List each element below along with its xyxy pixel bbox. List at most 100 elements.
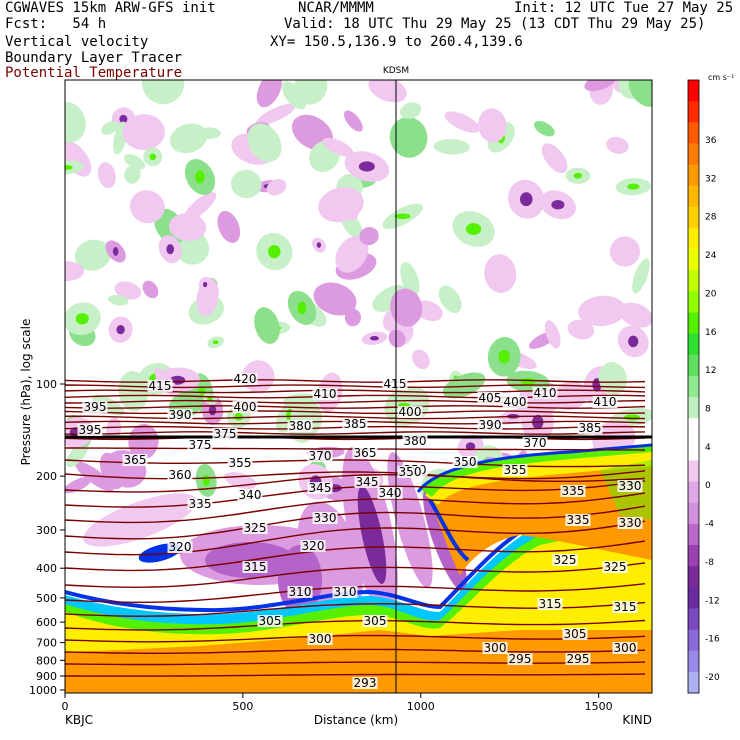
- theta-contour: [65, 520, 646, 556]
- theta-contour: [65, 540, 646, 572]
- theta-contour: [65, 505, 646, 540]
- y-tick-label: 600: [36, 616, 57, 629]
- theta-label-bg: [187, 498, 213, 510]
- speckle-core: [628, 335, 639, 348]
- speckle-core: [207, 397, 213, 401]
- y-tick-label: 500: [36, 592, 57, 605]
- colorbar-swatch: [688, 629, 699, 652]
- speckle-cell: [281, 81, 307, 110]
- y-tick-label: 300: [36, 524, 57, 537]
- theta-label: 400: [234, 400, 257, 414]
- theta-label: 400: [504, 395, 527, 409]
- theta-contour: [65, 410, 646, 415]
- speckle-core: [551, 200, 565, 210]
- theta-label: 325: [604, 560, 627, 574]
- theta-label: 325: [244, 521, 267, 535]
- theta-label: 300: [309, 632, 332, 646]
- speckle-core: [149, 153, 157, 161]
- theta-label: 340: [379, 486, 402, 500]
- theta-label: 375: [214, 427, 237, 441]
- theta-contour: [65, 431, 646, 435]
- y-tick-label: 1000: [29, 684, 57, 697]
- speckle-core: [316, 242, 322, 248]
- colorbar-swatch: [688, 502, 699, 525]
- theta-label-bg: [507, 653, 533, 665]
- speckle-cell: [388, 329, 406, 348]
- colorbar-label: -12: [705, 596, 720, 606]
- theta-label-bg: [617, 517, 643, 529]
- theta-label-bg: [237, 489, 263, 501]
- speckle-cell: [544, 320, 561, 349]
- theta-label: 415: [149, 379, 172, 393]
- descent-region: [357, 486, 387, 584]
- theta-contour: [65, 648, 646, 654]
- speckle-core: [297, 301, 307, 315]
- speckle-cell: [484, 254, 517, 293]
- speckle-cell: [533, 120, 555, 137]
- theta-label-bg: [287, 420, 313, 432]
- theta-label: 335: [189, 497, 212, 511]
- x-tick-label: 500: [232, 700, 253, 713]
- colorbar-label: 36: [705, 136, 717, 146]
- colorbar-swatch: [688, 481, 699, 504]
- theta-label-bg: [382, 378, 408, 390]
- elevated-plume-blue: [416, 443, 652, 493]
- speckle-core: [465, 223, 482, 235]
- y-tick-label: 100: [36, 378, 57, 391]
- theta-label: 410: [594, 395, 617, 409]
- colorbar-units: cm s⁻¹: [708, 73, 734, 82]
- theta-label: 365: [124, 453, 147, 467]
- speckle-core: [268, 244, 281, 259]
- colorbar-swatch: [688, 650, 699, 673]
- theta-label: 345: [356, 475, 379, 489]
- theta-contour: [65, 661, 646, 666]
- theta-label: 320: [169, 540, 192, 554]
- speckle-cell: [313, 282, 357, 316]
- theta-contour: [65, 384, 646, 389]
- speckle-core: [166, 244, 175, 255]
- field-potential-temperature: Potential Temperature: [5, 65, 183, 81]
- theta-label: 350: [454, 455, 477, 469]
- theta-contour: [65, 471, 646, 482]
- theta-label: 355: [229, 456, 252, 470]
- colorbar-swatch: [688, 460, 699, 483]
- right-station-label: KIND: [622, 713, 652, 727]
- theta-label-bg: [352, 677, 378, 689]
- speckle-core: [520, 192, 533, 207]
- theta-contour: [65, 492, 646, 524]
- colorbar-label: 16: [705, 328, 717, 338]
- theta-label-bg: [537, 598, 563, 610]
- theta-label-bg: [565, 514, 591, 526]
- colorbar-frame: [687, 79, 700, 694]
- elevated-plume-yellow: [425, 450, 652, 505]
- cross-section-xy: XY= 150.5,136.9 to 260.4,139.6: [270, 34, 523, 50]
- theta-label-bg: [452, 456, 478, 468]
- theta-label: 370: [309, 449, 332, 463]
- theta-label-bg: [307, 482, 333, 494]
- theta-label-bg: [617, 480, 643, 492]
- theta-label: 330: [619, 516, 642, 530]
- theta-label-bg: [312, 388, 338, 400]
- theta-label: 300: [614, 641, 637, 655]
- x-axis-ticks: 0 500 1000 1500: [62, 693, 613, 713]
- theta-label: 395: [84, 400, 107, 414]
- theta-label-bg: [82, 401, 108, 413]
- theta-label: 410: [534, 386, 557, 400]
- init-time: Init: 12 UTC Tue 27 May 25: [514, 0, 734, 16]
- theta-label-bg: [502, 464, 528, 476]
- theta-label: 385: [344, 417, 367, 431]
- theta-label: 340: [239, 488, 262, 502]
- speckle-cell: [184, 192, 217, 221]
- theta-label: 350: [399, 465, 422, 479]
- speckle-cell: [106, 417, 122, 441]
- theta-label: 380: [289, 419, 312, 433]
- speckle-cell: [344, 189, 360, 221]
- theta-label-bg: [307, 633, 333, 645]
- speckle-core: [369, 336, 379, 341]
- theta-label: 310: [289, 585, 312, 599]
- theta-label-bg: [332, 586, 358, 598]
- speckle-cell: [74, 239, 112, 271]
- colorbar-swatch: [688, 671, 699, 694]
